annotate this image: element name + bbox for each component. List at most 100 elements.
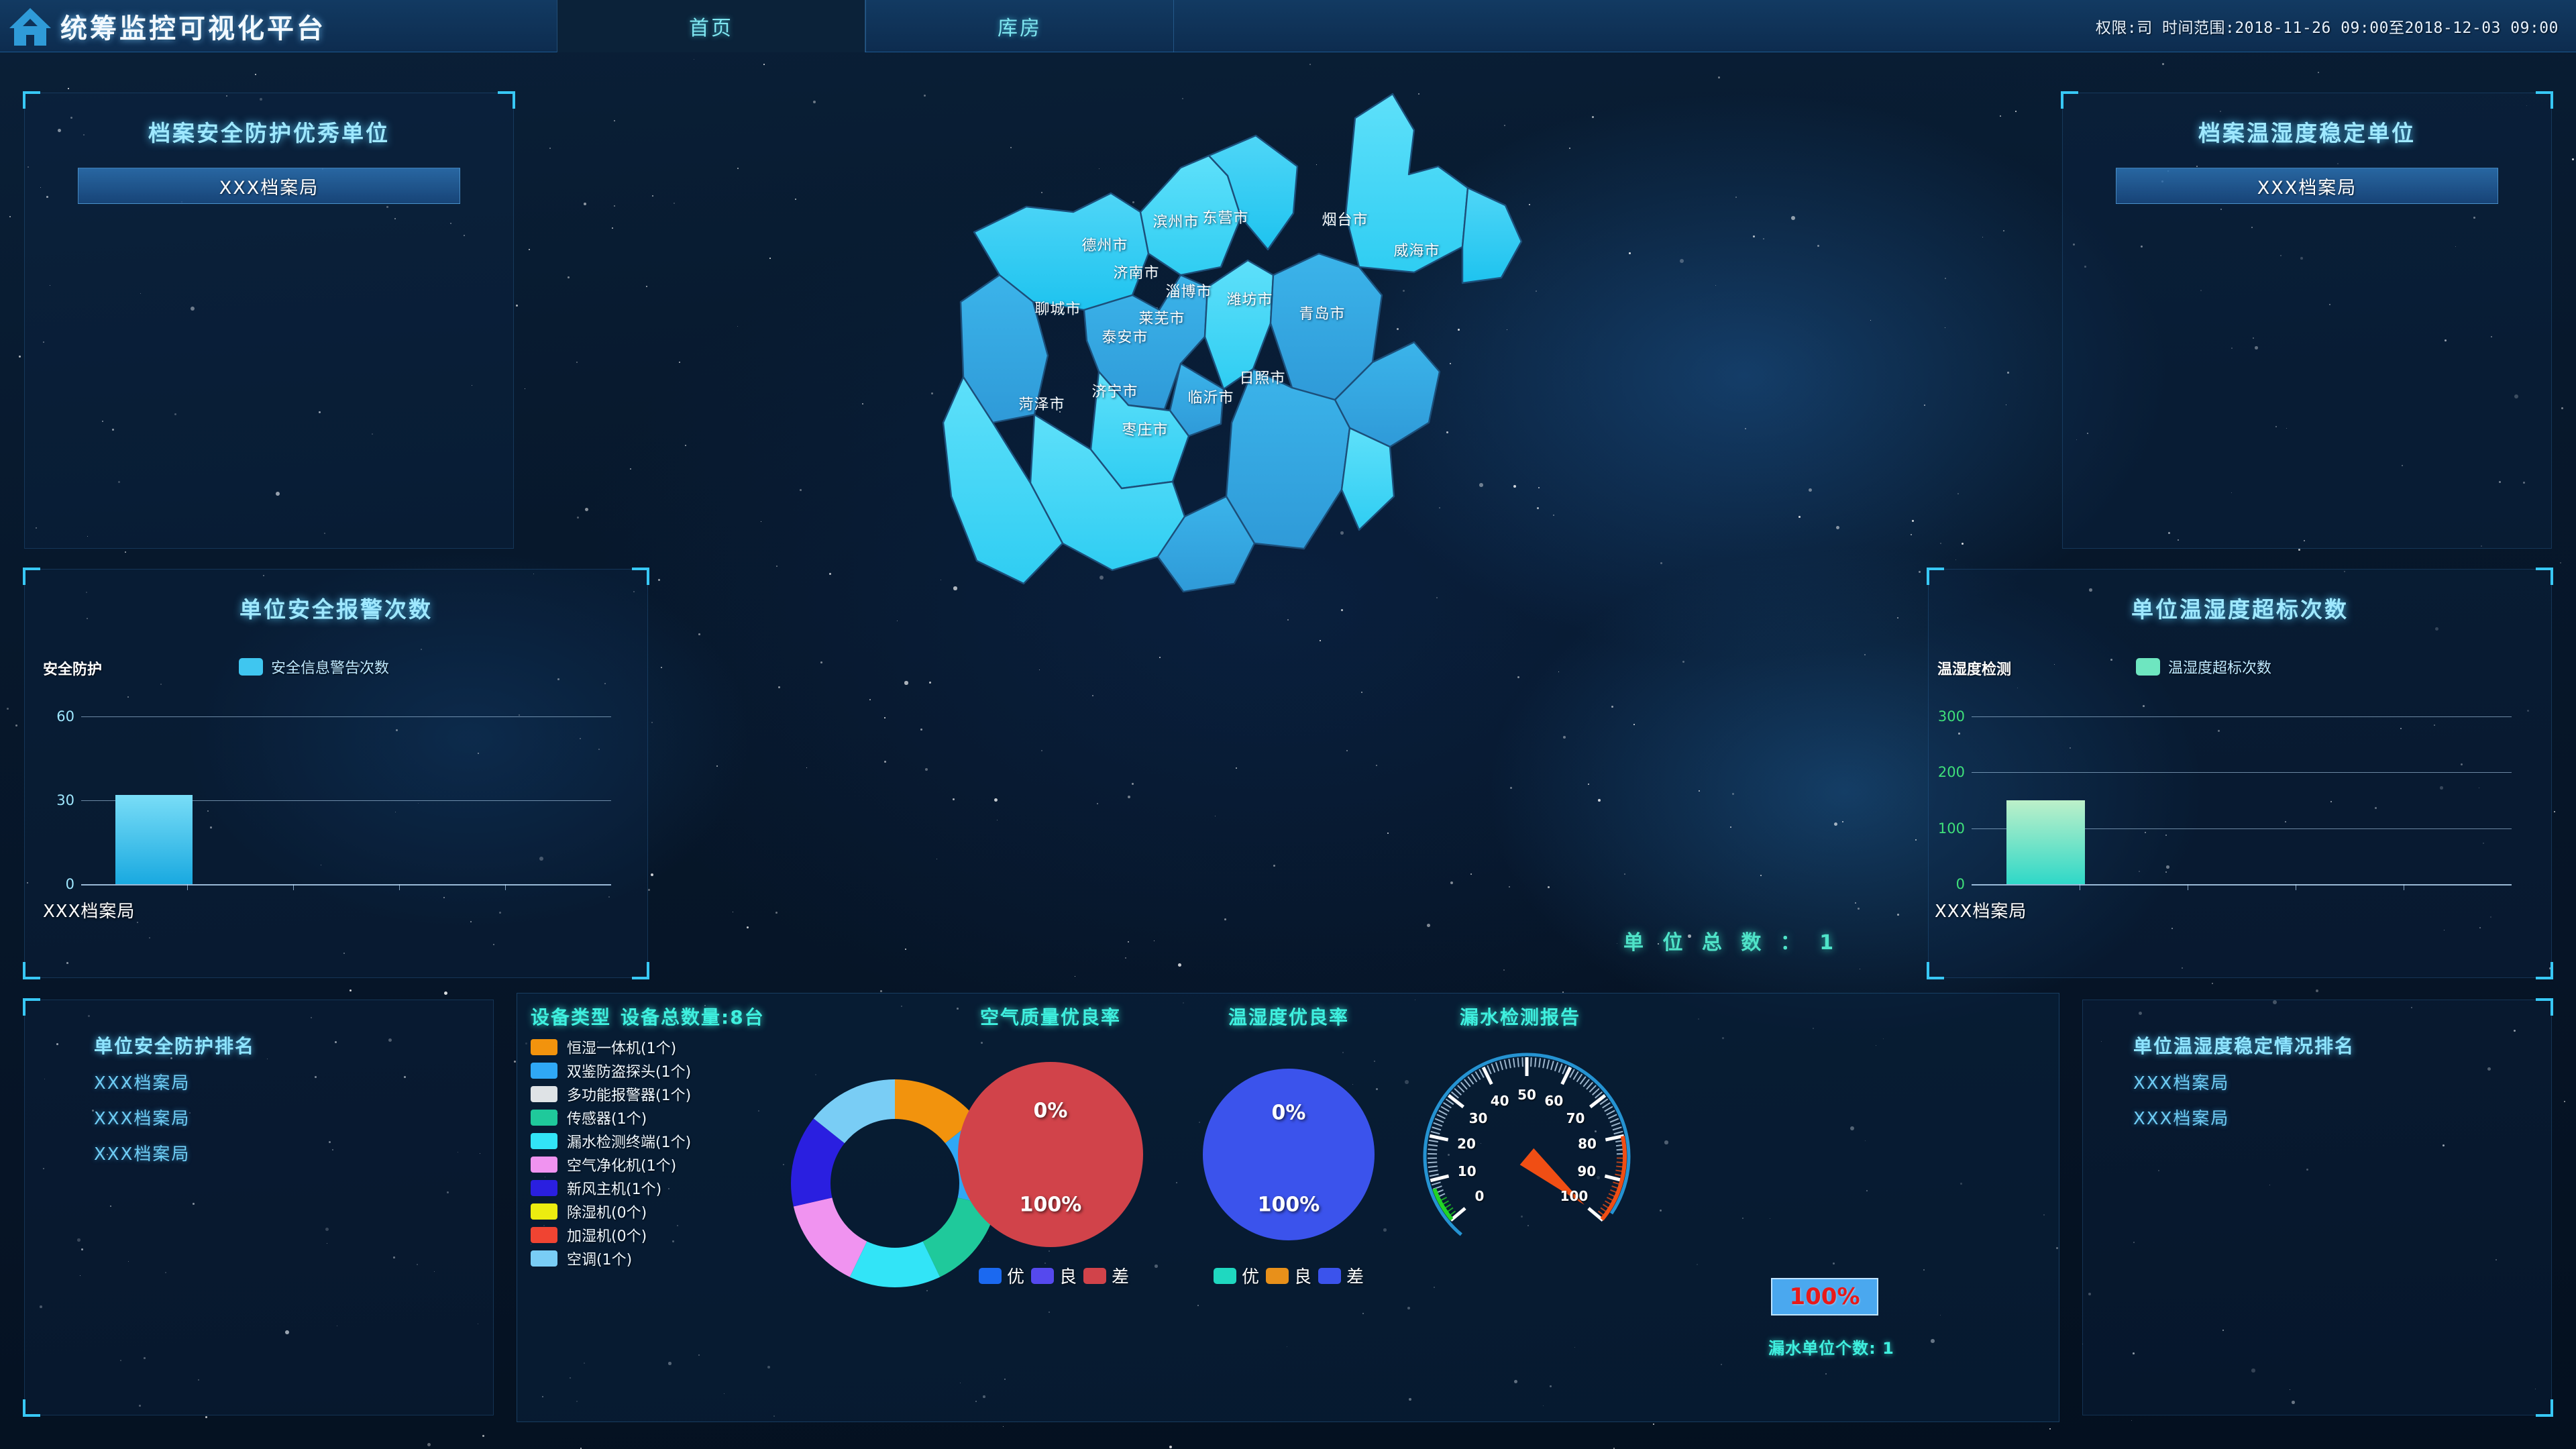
legend-label: 空气净化机(1个)	[567, 1154, 676, 1175]
bar-temp-humidity-bar	[2006, 800, 2085, 884]
tab-home[interactable]: 首页	[557, 0, 865, 52]
gauge-tick-label: 10	[1458, 1163, 1477, 1179]
air-quality-label-bottom: 100%	[1020, 1193, 1082, 1217]
unit-badge-humidity[interactable]: XXX档案局	[2116, 168, 2498, 204]
legend-label: 良	[1294, 1263, 1311, 1288]
rank-list-item[interactable]: XXX档案局	[94, 1140, 494, 1165]
unit-badge-security[interactable]: XXX档案局	[78, 168, 460, 204]
device-legend-item[interactable]: 空调(1个)	[531, 1246, 691, 1270]
page-title: 统筹监控可视化平台	[60, 7, 326, 46]
rank-list-item[interactable]: XXX档案局	[94, 1105, 494, 1130]
device-legend-item[interactable]: 除湿机(0个)	[531, 1199, 691, 1223]
chart-title-security-alarm: 单位安全报警次数	[24, 569, 648, 624]
device-legend-item[interactable]: 新风主机(1个)	[531, 1176, 691, 1199]
rank-title-humidity: 单位温湿度稳定情况排名	[2133, 1032, 2552, 1059]
legend-swatch	[531, 1250, 557, 1267]
device-legend-item[interactable]: 传感器(1个)	[531, 1106, 691, 1129]
chart-category-label-humidity: XXX档案局	[1935, 898, 2027, 922]
pie-legend-item[interactable]: 差	[1318, 1263, 1364, 1288]
legend-label: 漏水检测终端(1个)	[567, 1130, 691, 1152]
device-type-title: 设备类型	[531, 1003, 611, 1030]
pie-legend-item[interactable]: 优	[979, 1263, 1024, 1288]
gauge-tick-label: 20	[1457, 1136, 1476, 1152]
legend-label: 多功能报警器(1个)	[567, 1083, 691, 1105]
humidity-rate-label-bottom: 100%	[1258, 1193, 1320, 1217]
legend-swatch	[1266, 1268, 1289, 1284]
humidity-rate-title: 温湿度优良率	[1188, 1003, 1389, 1030]
legend-swatch	[531, 1086, 557, 1102]
gauge-tick-label: 30	[1469, 1110, 1488, 1126]
panel-title-stable-humidity: 档案温湿度稳定单位	[2062, 93, 2552, 148]
legend-label: 差	[1112, 1263, 1129, 1288]
gauge-tick-label: 0	[1475, 1188, 1485, 1204]
legend-swatch	[531, 1157, 557, 1173]
humidity-rate-legend: 优良差	[1195, 1263, 1383, 1288]
corner-decoration	[23, 1399, 40, 1417]
legend-swatch	[531, 1227, 557, 1243]
legend-swatch	[531, 1110, 557, 1126]
gauge-tick-label: 40	[1491, 1093, 1509, 1109]
device-legend-item[interactable]: 加湿机(0个)	[531, 1223, 691, 1246]
rank-list-security: XXX档案局 XXX档案局 XXX档案局	[94, 1069, 494, 1165]
chart-axis-name-humidity: 温湿度检测	[1937, 657, 2011, 679]
rank-list-item[interactable]: XXX档案局	[94, 1069, 494, 1094]
rank-title-security: 单位安全防护排名	[94, 1032, 494, 1059]
chart-legend-humidity: 温湿度超标次数	[2136, 656, 2271, 678]
air-quality-label-top: 0%	[1034, 1099, 1068, 1123]
panel-title-excellent-security: 档案安全防护优秀单位	[24, 93, 514, 148]
map-shandong[interactable]: 德州市 滨州市 东营市 烟台市 威海市 济南市 淄博市 潍坊市 聊城市 青岛市 莱芜市 泰安市 菏泽市济…	[711, 74, 1851, 959]
corner-decoration	[632, 962, 649, 979]
legend-label: 优	[1242, 1263, 1259, 1288]
gauge-tick-label: 100	[1560, 1188, 1589, 1204]
air-quality-pie-chart	[957, 1061, 1144, 1248]
humidity-rate-label-top: 0%	[1272, 1102, 1306, 1125]
bar-security-alarm-bar	[115, 795, 193, 884]
legend-label: 除湿机(0个)	[567, 1201, 647, 1222]
house-icon	[9, 5, 51, 47]
tab-warehouse[interactable]: 库房	[865, 0, 1174, 52]
rank-list-item[interactable]: XXX档案局	[2133, 1069, 2552, 1094]
gauge-tick-label: 60	[1544, 1093, 1563, 1109]
legend-swatch	[1083, 1268, 1106, 1284]
app-header: 统筹监控可视化平台 首页 库房 权限:司 时间范围:2018-11-26 09:…	[0, 0, 2576, 52]
chart-category-label-security: XXX档案局	[43, 898, 135, 922]
pie-legend-item[interactable]: 差	[1083, 1263, 1129, 1288]
device-type-header: 设备类型 设备总数量:8台	[531, 1003, 765, 1030]
panel-humidity-ranking: 单位温湿度稳定情况排名 XXX档案局 XXX档案局	[2082, 1000, 2552, 1415]
gauge-tick-label: 80	[1578, 1136, 1597, 1152]
pie-legend-item[interactable]: 良	[1266, 1263, 1311, 1288]
legend-swatch	[2136, 658, 2160, 676]
gauge-tick-label: 50	[1517, 1087, 1536, 1103]
legend-swatch	[531, 1039, 557, 1055]
device-legend-item[interactable]: 空气净化机(1个)	[531, 1152, 691, 1176]
leak-report-title: 漏水检测报告	[1409, 1003, 1631, 1030]
legend-label: 传感器(1个)	[567, 1107, 647, 1128]
device-legend-item[interactable]: 恒湿一体机(1个)	[531, 1035, 691, 1059]
legend-label: 恒湿一体机(1个)	[567, 1036, 676, 1058]
chart-title-humidity-exceed: 单位温湿度超标次数	[1928, 569, 2552, 624]
legend-swatch	[531, 1063, 557, 1079]
chart-axis-name-security: 安全防护	[43, 657, 102, 679]
rank-list-item[interactable]: XXX档案局	[2133, 1105, 2552, 1130]
legend-label: 差	[1346, 1263, 1364, 1288]
pie-legend-item[interactable]: 优	[1214, 1263, 1259, 1288]
map-svg	[711, 74, 1851, 959]
corner-decoration	[2536, 1399, 2553, 1417]
legend-label: 安全信息警告次数	[271, 656, 389, 678]
chart-legend-security: 安全信息警告次数	[239, 656, 389, 678]
legend-swatch	[239, 658, 263, 676]
corner-decoration	[1927, 962, 1944, 979]
legend-label: 良	[1059, 1263, 1077, 1288]
pie-legend-item[interactable]: 良	[1031, 1263, 1077, 1288]
device-type-legend: 恒湿一体机(1个) 双鉴防盗探头(1个) 多功能报警器(1个) 传感器(1个) 漏水检测…	[531, 1035, 691, 1270]
leak-gauge-footer: 漏水单位个数: 1	[1737, 1335, 1925, 1358]
device-legend-item[interactable]: 多功能报警器(1个)	[531, 1082, 691, 1106]
panel-security-ranking: 单位安全防护排名 XXX档案局 XXX档案局 XXX档案局	[24, 1000, 494, 1415]
gauge-tick-label: 90	[1577, 1163, 1596, 1179]
gauge-tick-label: 70	[1566, 1110, 1585, 1126]
brand: 统筹监控可视化平台	[0, 5, 557, 47]
legend-swatch	[979, 1268, 1002, 1284]
device-legend-item[interactable]: 双鉴防盗探头(1个)	[531, 1059, 691, 1082]
device-legend-item[interactable]: 漏水检测终端(1个)	[531, 1129, 691, 1152]
corner-decoration	[2536, 962, 2553, 979]
